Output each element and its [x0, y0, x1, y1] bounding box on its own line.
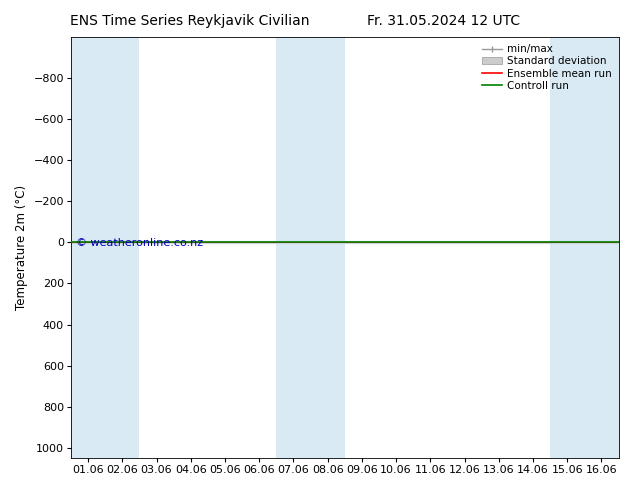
Text: Fr. 31.05.2024 12 UTC: Fr. 31.05.2024 12 UTC: [367, 14, 521, 28]
Bar: [550, 37, 619, 458]
Y-axis label: Temperature 2m (°C): Temperature 2m (°C): [15, 185, 28, 310]
Legend: min/max, Standard deviation, Ensemble mean run, Controll run: min/max, Standard deviation, Ensemble me…: [479, 42, 613, 93]
Text: © weatheronline.co.nz: © weatheronline.co.nz: [77, 238, 204, 247]
Text: ENS Time Series Reykjavik Civilian: ENS Time Series Reykjavik Civilian: [70, 14, 310, 28]
Bar: [71, 37, 139, 458]
Bar: [276, 37, 345, 458]
